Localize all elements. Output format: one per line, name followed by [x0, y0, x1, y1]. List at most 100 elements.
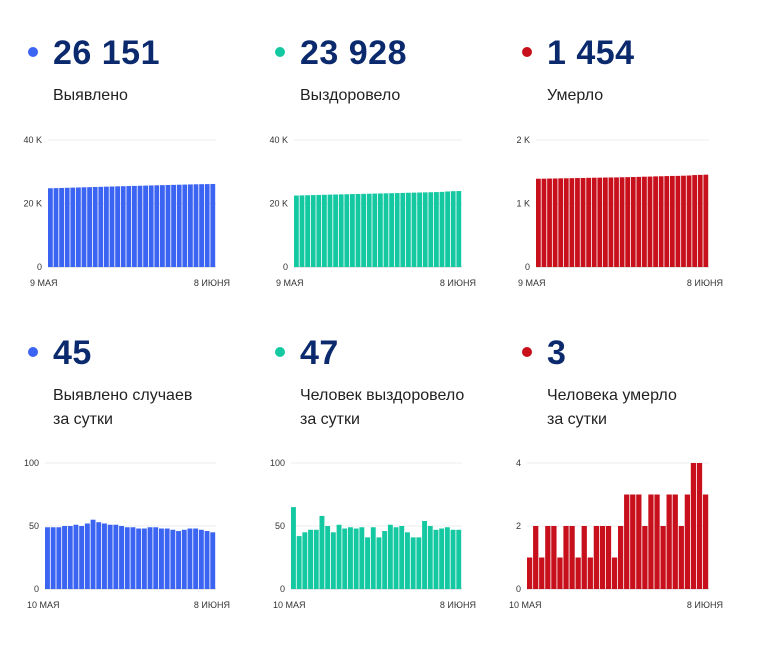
- bar: [394, 193, 400, 267]
- bar: [581, 526, 587, 589]
- bar: [630, 177, 636, 267]
- bar: [539, 557, 545, 589]
- bar: [630, 494, 636, 589]
- bar: [450, 191, 456, 267]
- bar: [702, 494, 709, 589]
- bar: [291, 507, 296, 589]
- bar: [563, 526, 569, 589]
- bar: [102, 523, 107, 589]
- bar: [141, 528, 147, 589]
- bar: [126, 186, 132, 267]
- bar: [119, 526, 124, 589]
- bar: [330, 532, 336, 589]
- bar: [558, 178, 564, 267]
- bar: [124, 527, 130, 589]
- bar: [618, 526, 624, 589]
- bar: [193, 528, 199, 589]
- bar: [624, 494, 630, 589]
- bar: [70, 187, 76, 267]
- y-tick-label: 2 K: [516, 135, 530, 145]
- x-tick-label-start: 9 МАЯ: [518, 278, 546, 288]
- bar: [591, 177, 597, 267]
- bar: [56, 527, 62, 589]
- bar: [48, 188, 53, 267]
- legend-dot: [522, 347, 532, 357]
- bar: [393, 527, 399, 589]
- y-tick-label: 2: [516, 521, 521, 531]
- y-tick-label: 100: [24, 458, 39, 468]
- y-tick-label: 4: [516, 458, 521, 468]
- bar: [444, 527, 450, 589]
- bar: [182, 184, 188, 267]
- bar: [147, 527, 153, 589]
- bar: [456, 191, 462, 267]
- bar: [597, 177, 603, 267]
- bar: [109, 186, 115, 267]
- bar: [181, 529, 187, 589]
- bar: [359, 527, 365, 589]
- legend-dot: [28, 47, 38, 57]
- bar: [193, 184, 199, 267]
- chart-daily-deaths: 0 2 4 10 МАЯ 8 ИЮНЯ: [509, 458, 723, 610]
- bar: [642, 176, 647, 267]
- daily-recovered-value: 47: [300, 334, 339, 372]
- total-deaths-value: 1 454: [547, 34, 635, 72]
- bar: [308, 529, 313, 589]
- daily-recovered-label: Человек выздоровело за сутки: [300, 387, 465, 428]
- bar: [557, 557, 563, 589]
- bar: [439, 191, 445, 267]
- bar: [533, 526, 539, 589]
- bar: [563, 178, 569, 267]
- x-tick-label-start: 9 МАЯ: [276, 278, 304, 288]
- total-cases-value: 26 151: [53, 34, 160, 72]
- daily-deaths-label: Человека умерло за сутки: [547, 387, 677, 428]
- bar: [427, 526, 433, 589]
- bar: [569, 178, 575, 267]
- y-tick-label: 1 K: [516, 199, 530, 209]
- bar: [575, 178, 580, 267]
- bar: [642, 526, 648, 589]
- y-tick-label: 20 K: [23, 199, 42, 209]
- bar: [372, 193, 378, 267]
- bar: [690, 463, 697, 589]
- total-deaths-label: Умерло: [547, 87, 604, 104]
- bar: [389, 193, 394, 267]
- bar: [416, 537, 422, 589]
- bar: [541, 178, 547, 267]
- bar: [120, 186, 126, 267]
- bar: [310, 195, 316, 267]
- y-tick-label: 50: [29, 521, 39, 531]
- bar: [90, 519, 96, 589]
- bar: [433, 529, 439, 589]
- bar: [53, 188, 59, 267]
- bar: [366, 193, 372, 267]
- bar: [81, 187, 87, 267]
- bar: [316, 194, 322, 267]
- bar: [417, 192, 422, 267]
- bar: [361, 193, 366, 267]
- bar: [299, 195, 305, 267]
- bar: [580, 177, 586, 267]
- bar: [669, 175, 675, 267]
- bar: [636, 176, 642, 267]
- y-tick-label: 0: [37, 262, 42, 272]
- bar: [410, 537, 416, 589]
- bar: [599, 526, 606, 589]
- legend-dot: [28, 347, 38, 357]
- bar: [296, 536, 302, 589]
- x-tick-label-start: 10 МАЯ: [509, 600, 542, 610]
- x-tick-label-end: 8 ИЮНЯ: [194, 600, 230, 610]
- bar: [199, 184, 204, 267]
- bar: [672, 494, 678, 589]
- bar: [176, 531, 181, 589]
- bar: [313, 529, 319, 589]
- x-tick-label-end: 8 ИЮНЯ: [440, 600, 476, 610]
- bar: [648, 494, 654, 589]
- legend-dot: [275, 347, 285, 357]
- bar: [98, 186, 104, 267]
- bar: [159, 528, 164, 589]
- bar: [422, 520, 427, 589]
- bar: [164, 528, 170, 589]
- x-tick-label-start: 10 МАЯ: [273, 600, 306, 610]
- bar: [405, 532, 410, 589]
